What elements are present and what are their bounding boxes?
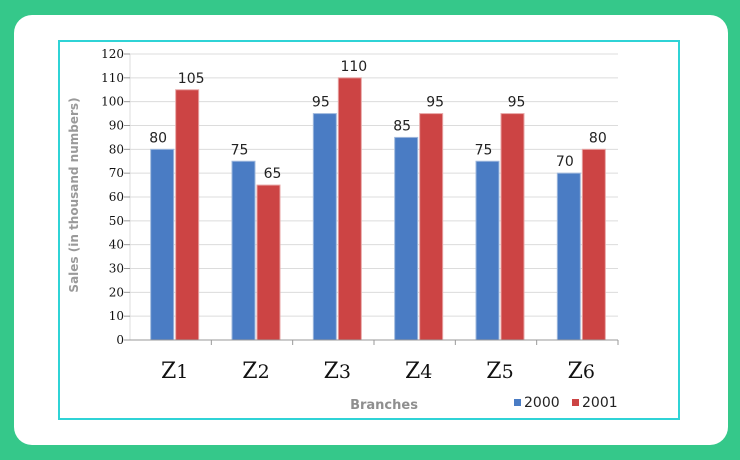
bar-z1-2000 (150, 148, 175, 341)
y-tick-label: 70 (109, 166, 124, 180)
value-label: 75 (475, 142, 493, 158)
value-label: 105 (178, 71, 205, 87)
value-labels: 80 105 75 65 95 110 85 95 75 95 70 80 (149, 59, 606, 182)
y-tick-label: 100 (101, 95, 124, 109)
y-tick-label: 80 (109, 142, 124, 156)
y-tick-label: 20 (109, 285, 124, 299)
bar-z3-2000 (312, 113, 337, 341)
x-axis-categories: Z1 Z2 Z3 Z4 Z5 Z6 (161, 340, 619, 384)
y-axis-label: Sales (in thousand numbers) (67, 97, 81, 292)
category-label: Z6 (568, 359, 595, 384)
value-label: 95 (508, 95, 526, 111)
x-axis-label: Branches (350, 398, 418, 413)
bar-z5-2001 (500, 113, 525, 341)
category-label: Z1 (161, 359, 188, 384)
category-label: Z4 (405, 359, 432, 384)
bar-z6-2001 (581, 148, 606, 341)
value-label: 70 (556, 154, 574, 170)
bar-z3-2001 (337, 77, 362, 341)
bar-z2-2001 (256, 184, 281, 341)
legend-label-2001: 2001 (582, 395, 618, 411)
value-label: 110 (340, 59, 367, 75)
category-label: Z5 (486, 359, 513, 384)
value-label: 85 (393, 118, 411, 134)
y-tick-label: 110 (101, 71, 124, 85)
bar-z5-2000 (475, 160, 500, 341)
y-tick-label: 0 (116, 333, 124, 347)
bars (150, 77, 606, 341)
y-axis-ticks: 0 10 20 30 40 50 60 70 80 90 100 110 120 (101, 47, 130, 347)
value-label: 80 (589, 130, 607, 146)
value-label: 65 (264, 166, 282, 182)
bar-z6-2000 (556, 172, 581, 341)
y-tick-label: 30 (109, 262, 124, 276)
category-label: Z3 (324, 359, 351, 384)
value-label: 80 (149, 130, 167, 146)
bar-z4-2001 (419, 113, 444, 341)
y-tick-label: 90 (109, 119, 124, 133)
bar-z1-2001 (175, 89, 200, 341)
bar-z4-2000 (394, 136, 419, 341)
legend-label-2000: 2000 (524, 395, 560, 411)
category-label: Z2 (242, 359, 269, 384)
y-tick-label: 40 (109, 238, 124, 252)
y-tick-label: 50 (109, 214, 124, 228)
bar-z2-2000 (231, 160, 256, 341)
value-label: 75 (231, 142, 249, 158)
y-tick-label: 10 (109, 309, 124, 323)
legend-swatch-2000 (514, 399, 521, 406)
y-tick-label: 60 (109, 190, 124, 204)
y-tick-label: 120 (101, 47, 124, 61)
value-label: 95 (426, 95, 444, 111)
grid-lines (129, 53, 618, 340)
legend: 2000 2001 (514, 395, 618, 411)
legend-swatch-2001 (572, 399, 579, 406)
value-label: 95 (312, 95, 330, 111)
